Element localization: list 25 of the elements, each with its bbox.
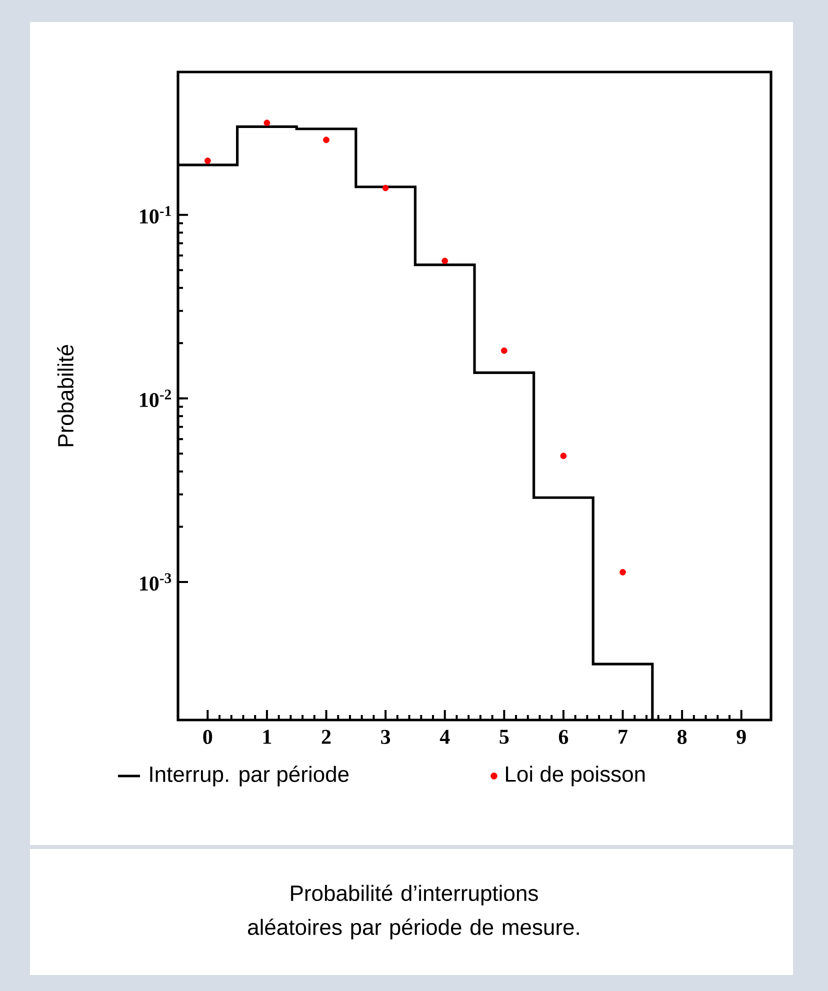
point [442, 258, 448, 264]
text: Probabilité d’interruptions aléatoires par période de mesure. [248, 884, 579, 940]
x-tick-label: 8 [677, 730, 687, 744]
y-tick-label: 10$^{-2}$ [140, 390, 171, 408]
x-tick-label: 2 [322, 730, 331, 744]
x-tick-label: 1 [263, 730, 272, 744]
point [323, 136, 330, 144]
point [204, 158, 211, 164]
y-axis-title: Probabilité [57, 345, 74, 446]
x-tick-label: 5 [500, 730, 509, 744]
point [382, 184, 389, 192]
point [264, 120, 270, 126]
x-tick-label: 4 [440, 730, 450, 744]
x-tick-label: 0 [203, 730, 212, 744]
legend-label: Loi de poisson [506, 766, 645, 786]
point [620, 569, 626, 576]
x-tick-label: 3 [381, 730, 390, 744]
y-tick-label: 10$^{-1}$ [140, 206, 171, 224]
y-tick-label: 10$^{-3}$ [140, 573, 172, 591]
legend-label: Interrup. par période [150, 766, 349, 786]
point [500, 347, 508, 354]
x-tick-label: 6 [558, 730, 568, 744]
x-tick-label: 7 [618, 730, 628, 744]
x-tick-label: 9 [736, 730, 746, 744]
point [560, 452, 567, 460]
